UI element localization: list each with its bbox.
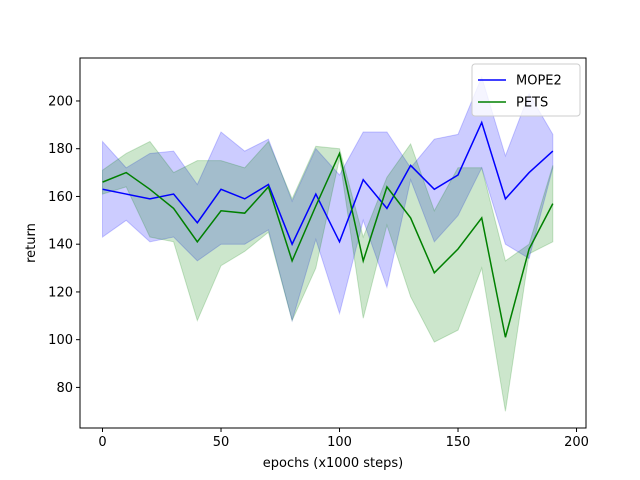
plot-frame <box>79 57 587 429</box>
y-tick-label: 180 <box>48 142 73 157</box>
y-tick-label: 80 <box>56 381 73 396</box>
x-tick-label: 200 <box>564 435 589 450</box>
x-tick-label: 100 <box>327 435 352 450</box>
x-tick-label: 50 <box>213 435 230 450</box>
y-tick-label: 160 <box>48 190 73 205</box>
y-axis-label: return <box>24 223 39 263</box>
y-tick-label: 200 <box>48 94 73 109</box>
line <box>102 151 554 338</box>
x-tick-label: 0 <box>98 435 106 450</box>
legend-box <box>471 63 581 117</box>
y-tick-label: 100 <box>48 333 73 348</box>
legend-label: MOPE2 <box>516 74 562 89</box>
band <box>102 140 554 412</box>
x-axis-label: epochs (x1000 steps) <box>263 456 403 471</box>
band <box>102 75 554 323</box>
line <box>102 120 554 247</box>
y-tick-label: 120 <box>48 285 73 300</box>
legend-label: PETS <box>516 96 548 111</box>
x-tick-label: 150 <box>446 435 471 450</box>
y-tick-label: 140 <box>48 238 73 253</box>
